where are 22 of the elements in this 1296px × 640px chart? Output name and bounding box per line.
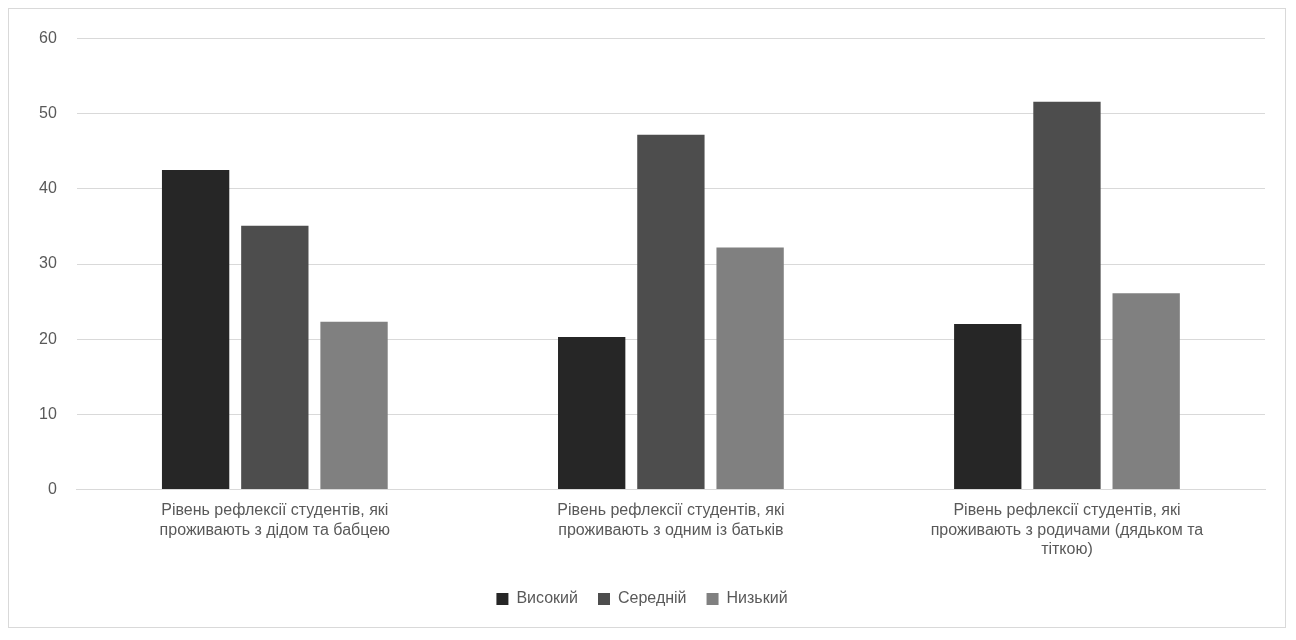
x-tick-label: Рівень рефлексії студентів, які проживають з одним із батьків [557,501,785,538]
legend-label: Низький [726,589,788,607]
y-tick-label: 30 [39,254,57,272]
y-tick-label: 10 [39,404,57,422]
x-tick-label: Рівень рефлексії студентів, які проживають з родичами (дядьком та тіткою) [930,501,1204,557]
bar [320,321,388,489]
bar [954,324,1022,489]
legend-label: Високий [516,589,578,607]
bar [161,170,230,489]
y-tick-label: 50 [39,104,57,122]
bar [637,134,705,489]
y-tick-label: 0 [47,479,57,497]
y-tick-label: 40 [39,179,57,197]
legend-label: Середній [617,589,687,607]
bar [558,336,626,489]
bar [1033,101,1101,489]
x-tick-label: Рівень рефлексії студентів, які проживають з дідом та бабцею [159,501,391,538]
y-tick-label: 60 [39,29,57,47]
bar [716,247,784,489]
y-tick-label: 20 [39,329,57,347]
bar [241,225,309,489]
bar [1112,293,1180,489]
